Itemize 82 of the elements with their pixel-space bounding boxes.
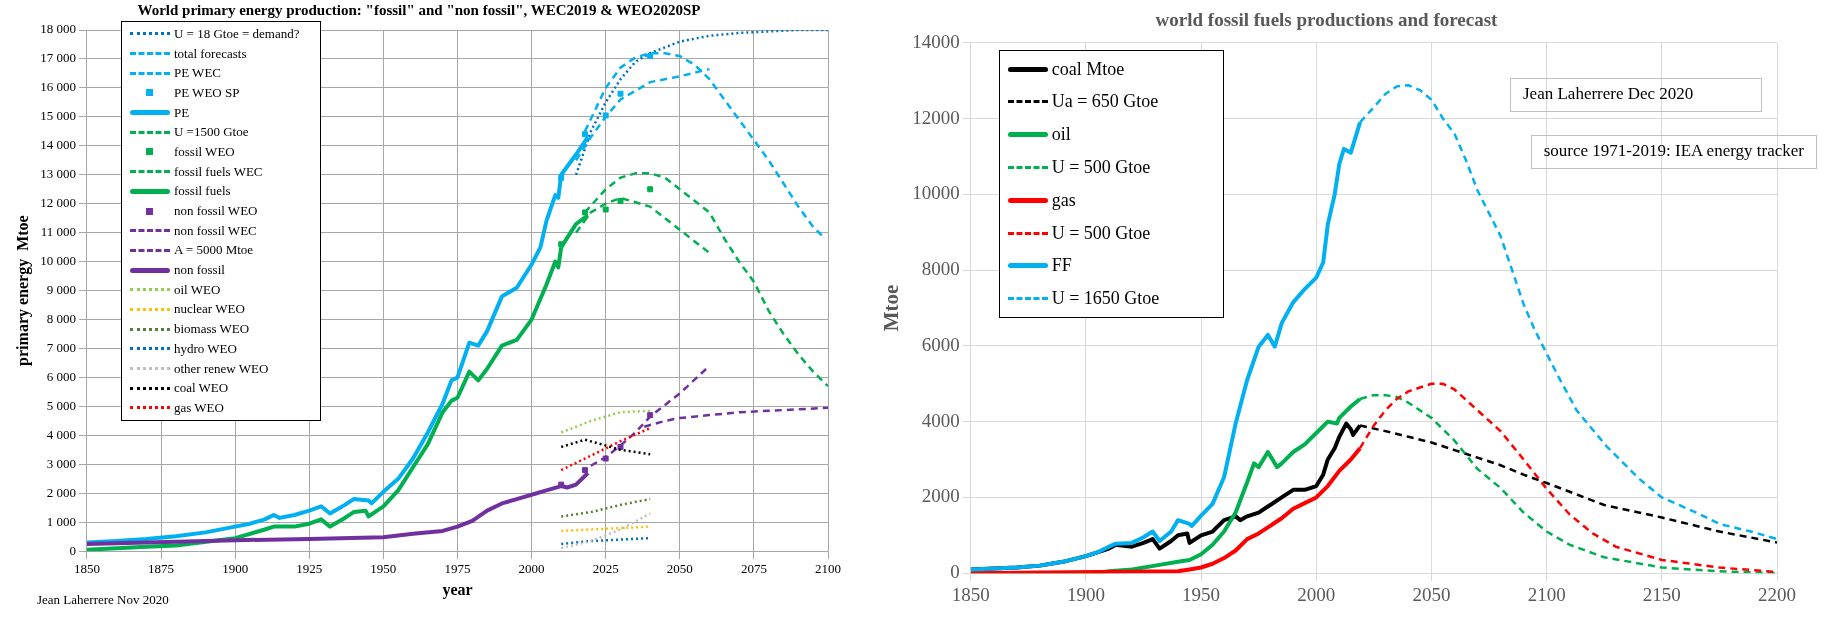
y-tick-label: 13 000: [40, 166, 76, 182]
legend-label: PE WEC: [173, 65, 222, 82]
y-tick-label: 11 000: [40, 224, 76, 240]
legend-label: coal Mtoe: [1051, 58, 1125, 80]
y-tick-label: 16 000: [40, 79, 76, 95]
x-tick-label: 1925: [296, 561, 323, 577]
x-tick-label: 1850: [951, 583, 990, 605]
x-tick-label: 2075: [740, 561, 767, 577]
y-tick-label: 2 000: [46, 484, 76, 500]
chart-title: World primary energy production: "fossil" and "non fossil", WEC2019 & WEO2020SP: [137, 1, 701, 18]
y-tick-label: 18 000: [40, 21, 76, 37]
x-tick-label: 2050: [1412, 583, 1451, 605]
x-tick-label: 1975: [444, 561, 471, 577]
legend-label: total forecasts: [173, 45, 247, 62]
x-tick-label: 2000: [1297, 583, 1336, 605]
legend-label: hydro WEO: [173, 340, 237, 357]
y-axis-title: Mtoe: [879, 284, 904, 332]
legend-label: oil: [1051, 124, 1071, 146]
legend-label: coal WEO: [173, 380, 229, 397]
y-tick-label: 5 000: [46, 397, 76, 413]
y-tick-label: 10000: [912, 182, 960, 204]
annotation: Jean Laherrere Dec 2020: [1510, 78, 1762, 112]
legend-label: non fossil: [173, 262, 225, 279]
legend-label: non fossil WEO: [173, 203, 258, 220]
y-tick-label: 2000: [921, 485, 960, 507]
y-tick-label: 14 000: [40, 137, 76, 153]
legend-label: U =1500 Gtoe: [173, 124, 249, 141]
y-axis-title: primary energy Mtoe: [13, 215, 32, 366]
chart-title: world fossil fuels productions and forecast: [1155, 9, 1499, 31]
y-tick-label: 4 000: [46, 426, 76, 442]
y-tick-label: 6000: [921, 333, 960, 355]
y-tick-label: 0: [69, 542, 76, 558]
legend-label: Ua = 650 Gtoe: [1051, 91, 1159, 113]
x-tick-label: 1875: [148, 561, 175, 577]
x-tick-label: 2100: [815, 561, 841, 577]
x-tick-label: 2025: [592, 561, 619, 577]
legend-label: A = 5000 Mtoe: [173, 242, 254, 259]
y-tick-label: 14000: [912, 30, 960, 52]
legend-label: non fossil WEC: [173, 222, 257, 239]
legend-label: U = 1650 Gtoe: [1051, 288, 1160, 310]
y-tick-label: 7 000: [46, 339, 76, 355]
legend-label: fossil fuels WEC: [173, 163, 263, 180]
y-tick-label: 0: [950, 561, 960, 583]
legend-label: oil WEO: [173, 281, 221, 298]
legend-label: nuclear WEO: [173, 301, 245, 318]
x-tick-label: 2050: [666, 561, 693, 577]
x-tick-label: 2200: [1758, 583, 1796, 605]
x-axis-title: year: [442, 580, 473, 599]
y-tick-label: 1 000: [46, 513, 76, 529]
y-tick-label: 9 000: [46, 282, 76, 298]
y-tick-label: 17 000: [40, 50, 76, 66]
x-tick-label: 2150: [1642, 583, 1681, 605]
legend-label: PE WEO SP: [173, 84, 240, 101]
x-tick-label: 2000: [518, 561, 545, 577]
y-tick-label: 10 000: [40, 253, 76, 269]
legend-label: U = 500 Gtoe: [1051, 222, 1151, 244]
text: Jean Laherrere Nov 2020: [37, 592, 169, 608]
y-tick-label: 6 000: [46, 368, 76, 384]
x-tick-label: 1950: [370, 561, 397, 577]
y-tick-label: 3 000: [46, 455, 76, 471]
legend-label: fossil fuels: [173, 183, 231, 200]
legend-label: gas WEO: [173, 399, 224, 416]
legend-label: other renew WEO: [173, 360, 269, 377]
x-tick-label: 1850: [73, 561, 100, 577]
legend-label: U = 500 Gtoe: [1051, 157, 1151, 179]
x-tick-label: 2100: [1527, 583, 1566, 605]
y-tick-label: 15 000: [40, 108, 76, 124]
legend-label: U = 18 Gtoe = demand?: [173, 25, 300, 42]
y-tick-label: 12 000: [40, 195, 76, 211]
y-tick-label: 8000: [921, 258, 960, 280]
legend-label: FF: [1051, 255, 1072, 277]
legend-label: fossil WEO: [173, 143, 235, 160]
x-tick-label: 1900: [222, 561, 249, 577]
legend-label: PE: [173, 104, 190, 121]
legend-label: gas: [1051, 189, 1076, 211]
annotation: source 1971-2019: IEA energy tracker: [1530, 135, 1817, 169]
x-tick-label: 1900: [1066, 583, 1105, 605]
y-tick-label: 12000: [912, 106, 960, 128]
legend-label: biomass WEO: [173, 321, 250, 338]
y-tick-label: 8 000: [46, 310, 76, 326]
y-tick-label: 4000: [921, 409, 960, 431]
x-tick-label: 1950: [1182, 583, 1221, 605]
